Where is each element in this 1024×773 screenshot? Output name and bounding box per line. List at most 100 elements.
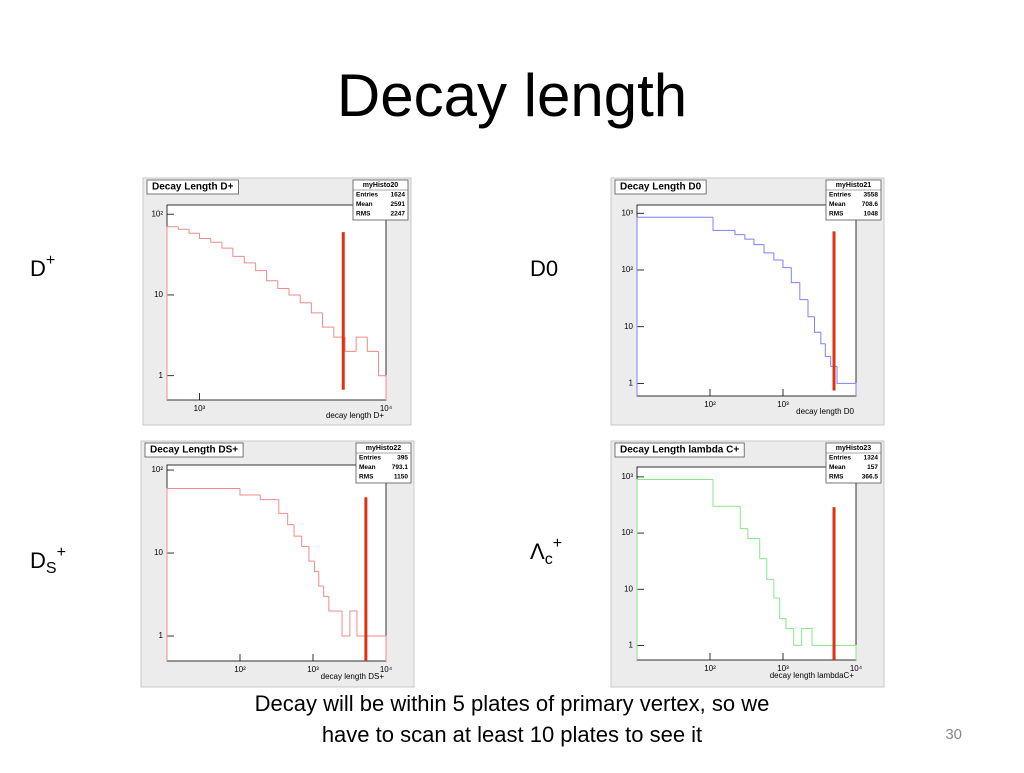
histogram-bin — [221, 242, 233, 249]
label-base: D — [30, 256, 46, 281]
page-number: 30 — [945, 726, 962, 743]
particle-label: D+ — [30, 252, 55, 281]
stats-key: Mean — [359, 464, 376, 471]
y-tick-label: 1 — [159, 371, 164, 380]
histogram-bin — [753, 239, 765, 246]
x-axis-label: decay length DS+ — [321, 672, 385, 681]
plot-area — [166, 464, 387, 662]
histogram-bin — [744, 234, 754, 240]
stats-key: RMS — [359, 474, 374, 481]
x-tick-label: 10³ — [777, 400, 789, 409]
stats-value: 1624 — [391, 192, 406, 199]
histogram-bin — [807, 299, 815, 318]
y-tick-label: 10² — [621, 528, 633, 537]
x-tick-label: 10⁴ — [850, 664, 863, 673]
histogram-bin — [288, 288, 301, 296]
histogram-bin — [310, 302, 323, 314]
stats-value: 1324 — [864, 455, 879, 462]
histogram-bin — [322, 312, 334, 328]
histogram-bin — [813, 316, 821, 333]
histogram-bin — [166, 226, 179, 400]
y-tick-label: 10² — [151, 209, 163, 218]
histogram-bin — [349, 610, 357, 637]
stats-value: 1150 — [394, 474, 408, 481]
histogram-bin — [323, 586, 329, 597]
y-tick-label: 10² — [151, 465, 163, 474]
histogram-title: Decay Length lambda C+ — [620, 445, 739, 456]
stats-name: myHisto23 — [836, 445, 872, 452]
histogram-bin — [378, 635, 387, 661]
y-tick-label: 10 — [624, 584, 633, 593]
histogram-bin — [799, 282, 808, 301]
histogram-bin — [378, 351, 387, 400]
caption-line: have to scan at least 10 plates to see i… — [322, 722, 702, 747]
histogram-bin — [790, 267, 800, 284]
label-sup: + — [553, 535, 562, 552]
stats-value: 366.5 — [862, 474, 879, 481]
histogram-title: Decay Length DS+ — [150, 445, 238, 456]
x-tick-label: 10³ — [194, 404, 206, 413]
histogram-bin — [277, 280, 289, 290]
label-base: D — [30, 548, 46, 573]
histogram-bin — [177, 226, 190, 230]
y-tick-label: 10³ — [621, 208, 633, 217]
histogram-bin — [266, 270, 278, 282]
histogram-bin — [210, 238, 222, 243]
histogram-bin — [293, 524, 302, 537]
y-tick-label: 1 — [629, 379, 634, 388]
stats-box — [352, 179, 409, 221]
histogram-bin — [782, 260, 792, 269]
histogram-bin — [820, 332, 826, 345]
title-box — [144, 442, 244, 458]
histogram-bin — [308, 546, 315, 562]
histogram-bin — [301, 536, 309, 547]
y-tick-label: 10 — [154, 290, 163, 299]
label-sub: c — [545, 551, 553, 568]
histogram-bin — [333, 327, 346, 338]
stats-key: Mean — [829, 464, 846, 471]
stats-name: myHisto20 — [363, 182, 399, 189]
plot-area — [166, 204, 387, 401]
histogram-bin — [198, 233, 211, 240]
histogram-bin — [255, 262, 267, 272]
particle-label: D0 — [530, 256, 558, 281]
histogram-bin — [318, 571, 324, 587]
x-tick-label: 10⁴ — [380, 665, 393, 674]
stats-box — [355, 442, 412, 484]
histogram-bin — [739, 506, 748, 530]
label-sup: + — [46, 252, 55, 269]
stats-key: Entries — [356, 192, 378, 199]
stats-key: Entries — [359, 455, 381, 462]
title-box — [614, 179, 707, 195]
stats-value: 3558 — [864, 192, 879, 199]
histogram-bin — [344, 337, 357, 352]
histogram-bin — [773, 579, 780, 599]
x-tick-label: 10² — [704, 664, 716, 673]
x-tick-label: 10³ — [307, 665, 319, 674]
y-tick-label: 1 — [159, 631, 164, 640]
histogram-bin — [759, 538, 767, 560]
x-tick-label: 10² — [234, 665, 246, 674]
x-axis-label: decay length lambdaC+ — [770, 671, 855, 680]
histogram-bin — [188, 229, 200, 234]
stats-key: RMS — [829, 474, 844, 481]
stats-name: myHisto21 — [836, 182, 872, 189]
y-tick-label: 10² — [621, 265, 633, 274]
stats-key: Entries — [829, 192, 851, 199]
histogram-bin — [299, 294, 312, 304]
histogram-bin — [779, 597, 787, 620]
y-tick-label: 10 — [154, 548, 163, 557]
x-axis-label: decay length D+ — [326, 411, 384, 420]
histogram-bin — [259, 495, 279, 501]
histogram-bin — [712, 479, 741, 507]
label-sup: + — [57, 544, 66, 561]
slide-title: Decay length — [337, 62, 687, 129]
particle-label: Λc+ — [530, 535, 562, 568]
x-tick-label: 10⁴ — [380, 404, 393, 413]
x-tick-label: 10² — [704, 400, 716, 409]
histogram-bin — [636, 216, 714, 396]
histogram-bin — [844, 644, 857, 660]
label-base: D0 — [530, 256, 558, 281]
stats-box — [825, 179, 882, 221]
histogram-bin — [166, 487, 240, 661]
